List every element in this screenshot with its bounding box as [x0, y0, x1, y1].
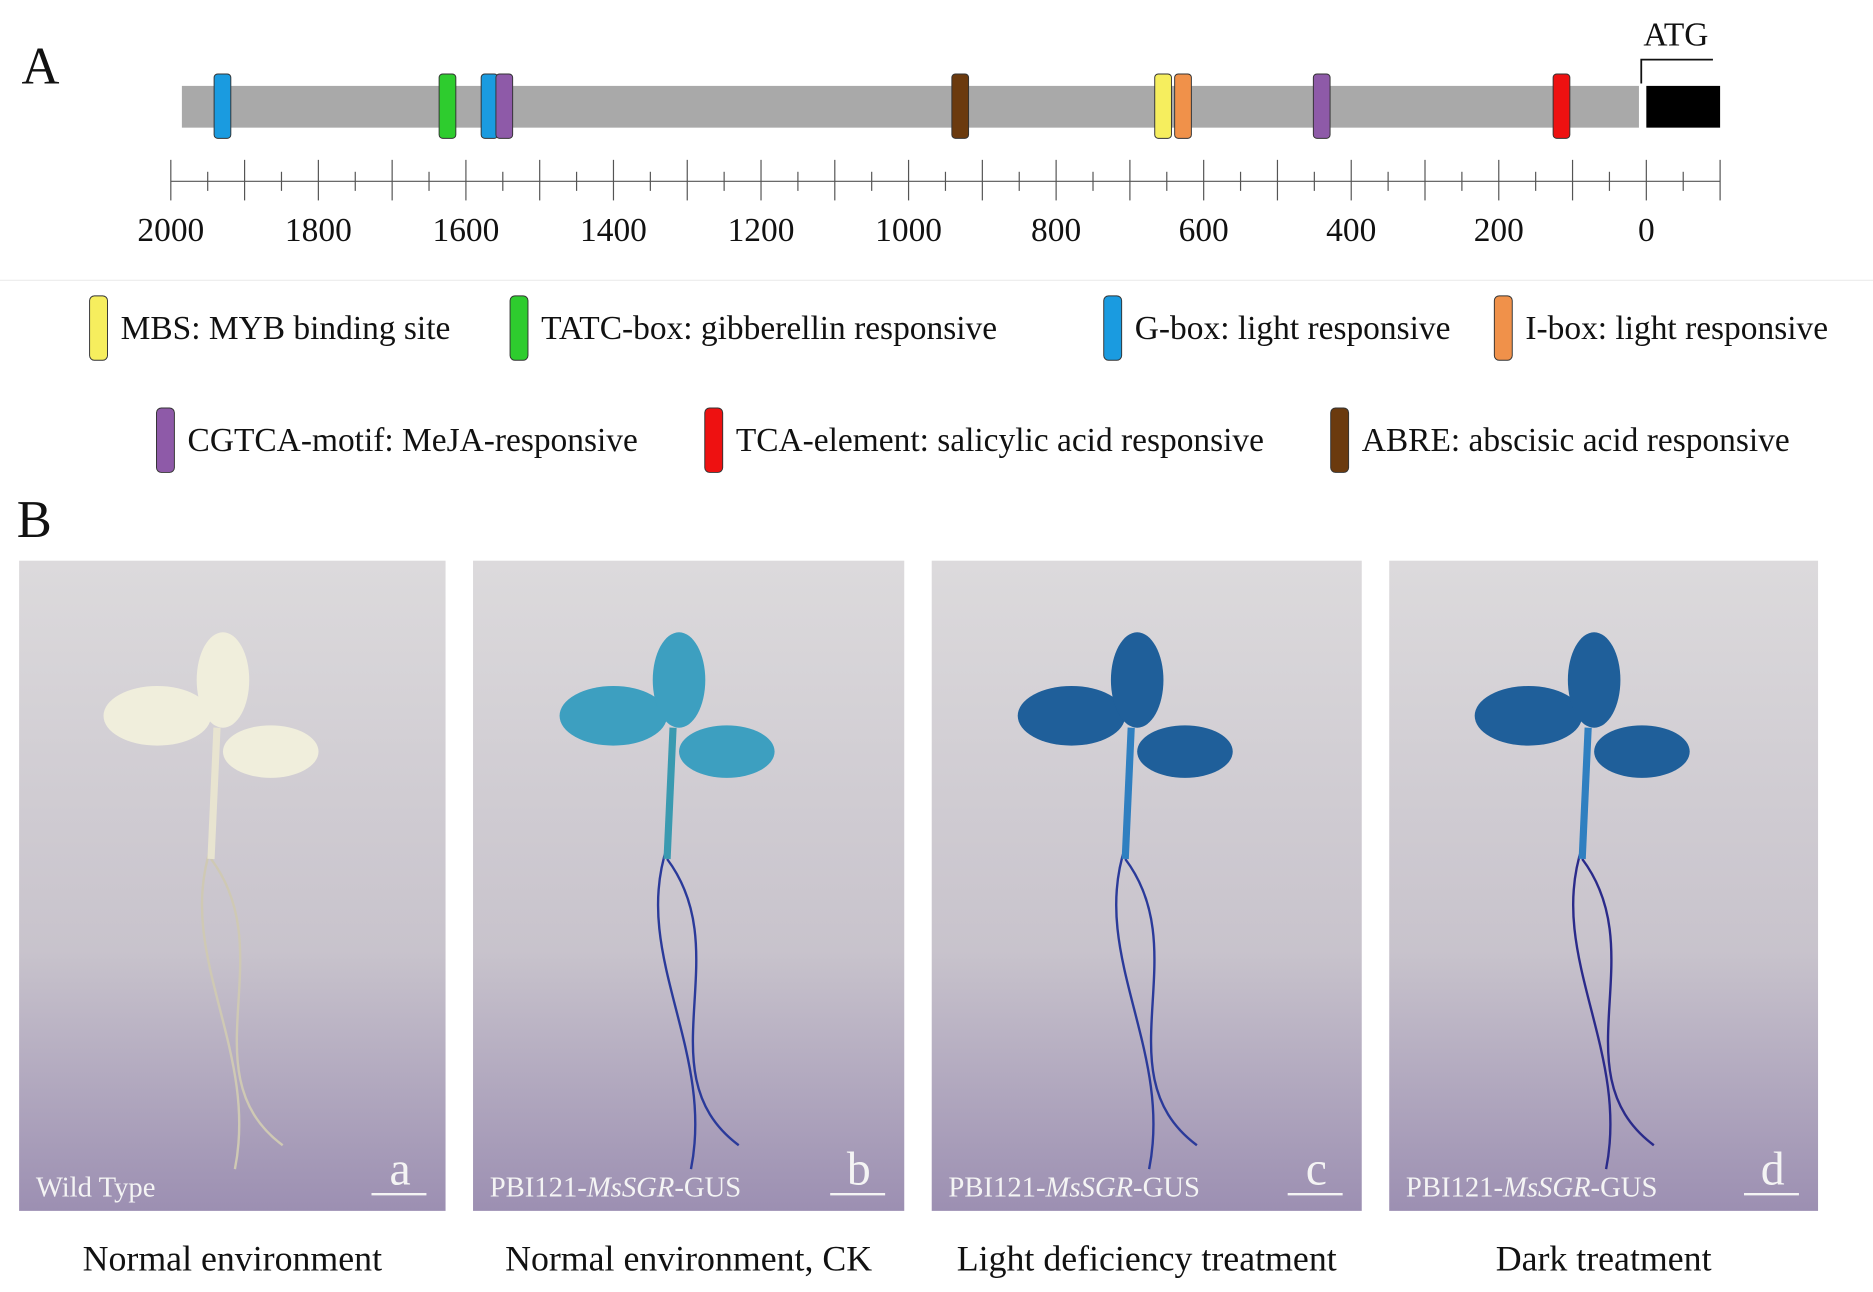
tick-label: 600: [1179, 212, 1229, 249]
tick-label: 1400: [580, 212, 647, 249]
atg-bracket: [1640, 58, 1713, 84]
atg-label: ATG: [1643, 16, 1708, 53]
plant-leaf: [103, 685, 212, 746]
photo-tag: PBI121-MsSGR-GUS: [490, 1172, 741, 1204]
motif: [438, 73, 457, 139]
photo-tag-part: -GUS: [1591, 1172, 1658, 1204]
photo-tag-part: MsSGR: [1045, 1172, 1134, 1204]
plant-root: [1572, 846, 1655, 1170]
photo-tag: Wild Type: [36, 1172, 156, 1204]
motif: [1312, 73, 1331, 139]
plant-stem: [207, 727, 221, 860]
tick-label: 200: [1474, 212, 1524, 249]
plant-leaf: [1017, 685, 1126, 746]
legend-label: TATC-box: gibberellin responsive: [541, 310, 997, 347]
plant-leaf: [1567, 632, 1621, 728]
photo-tag-part: PBI121-: [948, 1172, 1045, 1204]
motif: [213, 73, 232, 139]
plant-leaf: [196, 632, 250, 728]
legend-label: I-box: light responsive: [1525, 310, 1828, 347]
photo-letter: d: [1761, 1143, 1785, 1196]
photo-caption: Normal environment: [83, 1239, 382, 1279]
motif: [1154, 73, 1172, 139]
tick-label: 0: [1638, 212, 1655, 249]
legend-swatch: [89, 295, 108, 361]
photo-caption: Dark treatment: [1496, 1239, 1712, 1279]
promoter-bar: [181, 85, 1639, 128]
plant-leaf: [679, 725, 775, 778]
photo-tag: PBI121-MsSGR-GUS: [1406, 1172, 1657, 1204]
legend-swatch: [1103, 295, 1123, 361]
tick-label: 1200: [728, 212, 795, 249]
photo-letter: b: [847, 1143, 871, 1196]
motif: [1174, 73, 1192, 139]
legend-swatch: [704, 407, 724, 473]
tick-label: 1600: [432, 212, 499, 249]
legend-swatch: [156, 407, 175, 473]
tick-label: 400: [1326, 212, 1376, 249]
plant-stem: [663, 727, 677, 860]
legend-swatch: [1493, 295, 1513, 361]
motif: [951, 73, 970, 139]
legend-swatch: [1330, 407, 1350, 473]
cds-bar: [1646, 85, 1721, 128]
tick-label: 2000: [137, 212, 204, 249]
tick-label: 1000: [875, 212, 942, 249]
legend-label: MBS: MYB binding site: [121, 310, 451, 347]
motif: [1552, 73, 1571, 139]
photo-tag-part: MsSGR: [586, 1172, 675, 1204]
photo-tag: PBI121-MsSGR-GUS: [948, 1172, 1199, 1204]
plant-leaf: [1594, 725, 1690, 778]
tick-label: 1800: [285, 212, 352, 249]
legend-label: TCA-element: salicylic acid responsive: [736, 422, 1264, 459]
plant-root: [200, 846, 284, 1170]
plant-leaf: [1474, 685, 1583, 746]
plant-leaf: [1110, 632, 1164, 728]
photo-caption: Light deficiency treatment: [957, 1239, 1337, 1279]
motif: [495, 73, 514, 139]
motif: [480, 73, 499, 139]
photo-tag-part: PBI121-: [490, 1172, 587, 1204]
plant-stem: [1121, 727, 1135, 860]
plant-leaf: [559, 685, 668, 746]
photo-tag-part: MsSGR: [1502, 1172, 1591, 1204]
legend-label: ABRE: abscisic acid responsive: [1362, 422, 1790, 459]
panel-label: A: [22, 38, 60, 96]
plant-leaf: [652, 632, 706, 728]
photo-tag-part: PBI121-: [1406, 1172, 1503, 1204]
plant-leaf: [1137, 725, 1233, 778]
photo-letter: a: [390, 1143, 411, 1196]
tick-label: 800: [1031, 212, 1081, 249]
photo-caption: Normal environment, CK: [505, 1239, 872, 1279]
legend-label: G-box: light responsive: [1135, 310, 1451, 347]
plant-leaf: [222, 725, 319, 778]
photo-tag-part: Wild Type: [36, 1172, 156, 1204]
panel-label: B: [17, 491, 52, 549]
legend-swatch: [509, 295, 529, 361]
photo-letter: c: [1306, 1143, 1327, 1196]
plant-root: [1115, 846, 1198, 1170]
photo-tag-part: -GUS: [674, 1172, 741, 1204]
legend-label: CGTCA-motif: MeJA-responsive: [188, 422, 638, 459]
plant-root: [656, 846, 740, 1170]
photo-tag-part: -GUS: [1133, 1172, 1200, 1204]
plant-stem: [1578, 727, 1592, 860]
